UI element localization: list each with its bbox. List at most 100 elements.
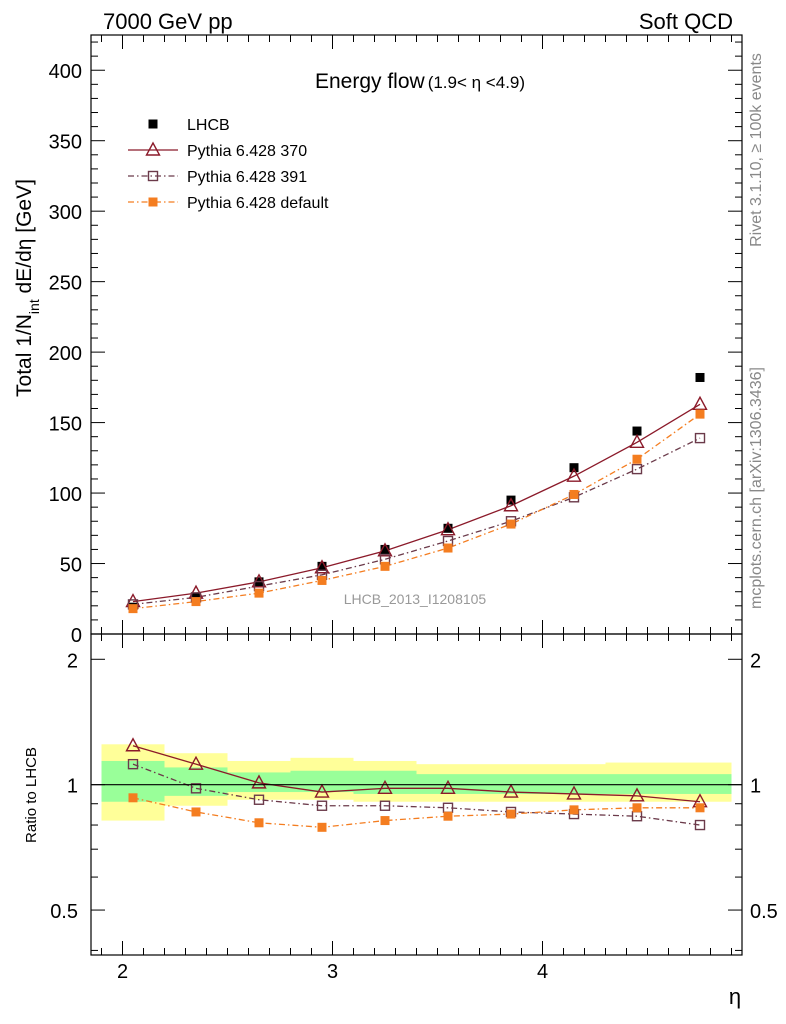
x-tick-label: 4 <box>537 961 548 983</box>
ratio-line <box>132 745 701 803</box>
y-tick-label: 350 <box>49 132 82 154</box>
data-point <box>569 489 579 499</box>
green-band-segment <box>416 774 480 794</box>
data-point <box>317 575 327 585</box>
ratio-point <box>253 794 265 805</box>
ratio-point <box>191 807 201 817</box>
data-point <box>380 561 390 571</box>
ratio-point <box>317 822 327 832</box>
data-point <box>566 467 582 482</box>
ratio-point <box>506 809 516 819</box>
tick-labels: 2 3 4 0 50 100 150 200 250 300 350 400 0.5 0.5 1 1 2 2 <box>49 61 778 983</box>
ratio-point <box>190 783 202 794</box>
data-point <box>317 561 327 571</box>
ratio-point <box>377 779 393 795</box>
ratio-point <box>127 758 139 770</box>
ratio-line <box>132 763 701 826</box>
y-tick-label: 250 <box>49 273 82 295</box>
series-line <box>132 437 701 606</box>
data-point <box>632 426 642 436</box>
axis-ticks <box>91 35 742 955</box>
y-tick-label: 100 <box>49 484 82 506</box>
legend-label: Pythia 6.428 default <box>187 195 329 212</box>
legend: LHCB Pythia 6.428 370 Pythia 6.428 391 Pyth… <box>128 117 329 212</box>
ratio-point <box>251 774 267 789</box>
data-point <box>440 521 456 536</box>
series-line <box>132 403 701 603</box>
data-point <box>506 519 516 529</box>
ratio-tick-label-right: 1 <box>750 776 761 798</box>
series-markers <box>125 372 708 832</box>
ratio-point <box>440 779 456 795</box>
data-point <box>380 544 390 554</box>
side-label-bottom: mcplots.cern.ch [arXiv:1306.3436] <box>748 367 765 609</box>
data-point <box>377 542 393 557</box>
analysis-label: LHCB_2013_I1208105 <box>344 591 487 607</box>
side-label-top: Rivet 3.1.10, ≥ 100k events <box>748 53 765 247</box>
data-point <box>251 573 267 588</box>
ratio-point <box>695 803 705 813</box>
ratio-line <box>132 797 700 828</box>
legend-label: LHCB <box>187 117 230 134</box>
ratio-point <box>566 785 582 800</box>
ratio-point <box>632 803 642 813</box>
data-point <box>443 523 453 533</box>
ratio-point <box>503 783 519 798</box>
legend-label: Pythia 6.428 391 <box>187 169 307 186</box>
data-point <box>191 597 201 607</box>
data-point <box>632 454 642 464</box>
y-tick-label: 400 <box>49 61 82 83</box>
x-tick-label: 3 <box>327 961 338 983</box>
legend-label: Pythia 6.428 370 <box>187 143 307 160</box>
green-band-segment <box>542 774 606 794</box>
series-lines <box>132 403 701 828</box>
ratio-point <box>316 800 328 811</box>
ratio-point <box>314 783 330 798</box>
ratio-point <box>379 800 391 811</box>
x-axis-label: η <box>729 984 741 1009</box>
ratio-point <box>380 816 390 826</box>
header-left: 7000 GeV pp <box>103 9 233 34</box>
header-right: Soft QCD <box>639 9 733 34</box>
y-axis-label: Total 1/Nint dE/dη [GeV] <box>13 179 42 397</box>
ratio-point <box>694 819 706 831</box>
ratio-tick-label: 0.5 <box>50 901 78 923</box>
x-tick-label: 2 <box>117 961 128 983</box>
y-tick-label: 300 <box>49 202 82 224</box>
ratio-point <box>629 787 645 802</box>
ratio-tick-label-right: 2 <box>750 650 761 672</box>
data-point <box>694 432 706 444</box>
data-point <box>314 559 330 574</box>
ratio-y-axis-label: Ratio to LHCB <box>23 747 40 843</box>
legend-marker <box>147 170 159 182</box>
data-point <box>631 463 643 475</box>
green-band-segment <box>668 774 732 794</box>
ratio-tick-label: 2 <box>67 650 78 672</box>
green-band-segment <box>605 774 669 794</box>
ratio-point <box>569 805 579 815</box>
ratio-point <box>254 818 264 828</box>
data-point <box>443 543 453 553</box>
ratio-point <box>128 793 138 803</box>
legend-marker <box>148 119 158 129</box>
ratio-point <box>188 755 204 770</box>
legend-marker <box>145 141 161 156</box>
ratio-point <box>443 811 453 821</box>
ratio-tick-label: 1 <box>67 776 78 798</box>
y-tick-label: 50 <box>60 555 82 577</box>
green-band-segment <box>290 770 354 793</box>
green-band-segment <box>164 767 228 796</box>
data-point <box>692 395 708 410</box>
data-point <box>629 433 645 449</box>
data-point <box>503 497 519 512</box>
data-point <box>695 372 705 382</box>
data-point <box>695 409 705 419</box>
ratio-tick-label-right: 0.5 <box>750 901 778 923</box>
data-point <box>254 588 264 598</box>
y-tick-label: 200 <box>49 343 82 365</box>
legend-marker <box>148 197 158 207</box>
series-line <box>132 413 701 610</box>
ratio-point <box>125 737 141 752</box>
y-tick-label: 150 <box>49 414 82 436</box>
